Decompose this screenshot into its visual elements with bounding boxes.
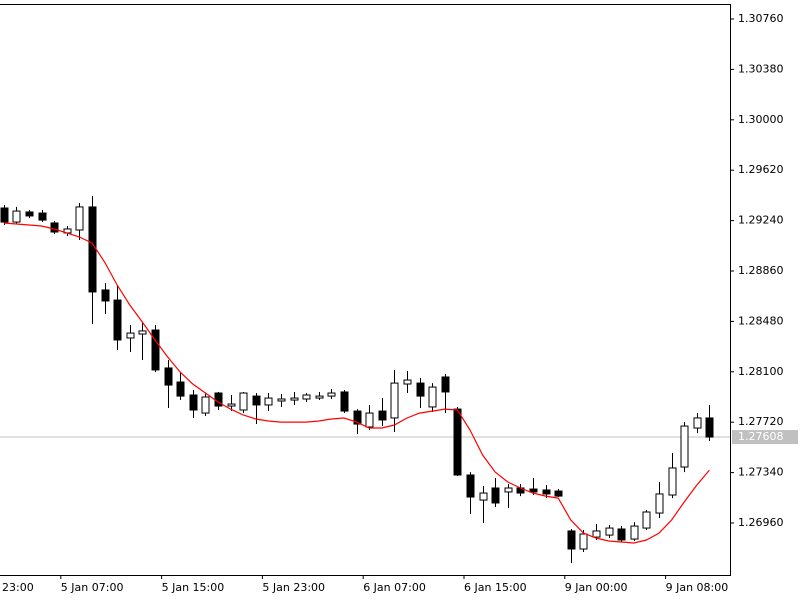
y-tick-label: 1.28860	[738, 264, 784, 277]
candle-body	[655, 493, 664, 514]
candle-body	[479, 492, 488, 501]
y-tick-label: 1.26960	[738, 516, 784, 529]
candle-body	[630, 525, 639, 540]
candle-body	[12, 210, 21, 223]
candle-body	[264, 397, 273, 406]
candle-body	[403, 379, 412, 385]
candle-body	[277, 398, 286, 402]
candle-body	[592, 530, 601, 538]
candle-body	[579, 533, 588, 550]
candle-body	[101, 289, 110, 302]
candle-body	[151, 329, 160, 371]
candle-body	[252, 395, 261, 406]
candle-body	[605, 527, 614, 536]
y-tick-label: 1.30000	[738, 113, 784, 126]
candle-body	[542, 489, 551, 495]
candle-body	[176, 381, 185, 397]
candle-body	[365, 412, 374, 428]
candle-body	[290, 397, 299, 401]
candle-body	[327, 392, 336, 397]
y-tick-label: 1.30760	[738, 12, 784, 25]
x-tick-label: 5 Jan 15:00	[162, 581, 225, 594]
candle-body	[668, 467, 677, 496]
candle-body	[38, 212, 47, 221]
candle-body	[88, 206, 97, 293]
candle-body	[227, 403, 236, 407]
candle-body	[567, 530, 576, 550]
x-tick-label: 5 Jan 23:00	[262, 581, 325, 594]
y-tick-label: 1.27340	[738, 466, 784, 479]
x-tick-label: 23:00	[2, 581, 34, 594]
candle-body	[302, 394, 311, 400]
candle-body	[138, 330, 147, 335]
candle-body	[441, 376, 450, 393]
y-tick-label: 1.29620	[738, 163, 784, 176]
x-tick-label: 6 Jan 07:00	[363, 581, 426, 594]
candle-body	[466, 474, 475, 498]
candle-body	[50, 222, 59, 233]
moving-average-line	[3, 222, 710, 544]
candle-body	[390, 382, 399, 419]
candle-body	[680, 425, 689, 468]
candle-body	[416, 382, 425, 397]
candle-body	[491, 487, 500, 504]
x-tick-label: 6 Jan 15:00	[464, 581, 527, 594]
candle-body	[353, 410, 362, 425]
candle-body	[378, 410, 387, 421]
current-price-label: 1.27608	[738, 430, 784, 443]
candle-body	[705, 417, 714, 438]
candle-body	[189, 394, 198, 411]
candle-body	[529, 488, 538, 493]
candle-body	[75, 206, 84, 231]
candle-body	[693, 417, 702, 429]
candle-body	[554, 490, 563, 497]
candle-body	[504, 487, 513, 493]
current-price-box	[732, 430, 798, 445]
candle-body	[315, 395, 324, 399]
x-tick-label: 9 Jan 00:00	[565, 581, 628, 594]
y-tick-label: 1.29240	[738, 214, 784, 227]
plot-area	[0, 196, 730, 564]
candle-body	[239, 392, 248, 411]
candle-body	[428, 386, 437, 408]
x-tick-label: 5 Jan 07:00	[61, 581, 124, 594]
candle-body	[453, 408, 462, 476]
y-tick-label: 1.27720	[738, 415, 784, 428]
candle-body	[340, 391, 349, 412]
candle-body	[642, 511, 651, 529]
candle-body	[25, 211, 34, 217]
candle-body	[126, 332, 135, 339]
candle-body	[617, 528, 626, 541]
y-tick-label: 1.28100	[738, 365, 784, 378]
y-tick-label: 1.28480	[738, 314, 784, 327]
candle-body	[164, 367, 173, 386]
candle-body	[0, 207, 9, 223]
candle-body	[113, 299, 122, 341]
candle-body	[201, 396, 210, 414]
y-tick-label: 1.30380	[738, 62, 784, 75]
x-tick-label: 9 Jan 08:00	[666, 581, 729, 594]
